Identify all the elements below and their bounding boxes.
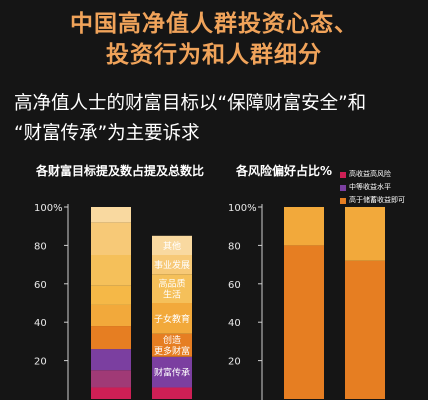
bar-segment <box>91 285 131 305</box>
legend-item: 高于储蓄收益即可 <box>340 194 405 207</box>
y-tick-label: 100% <box>228 203 257 214</box>
bar-segment-label: 事业发展 <box>154 259 190 271</box>
bar-segment <box>284 245 324 399</box>
y-tick-label: 60 <box>228 280 241 291</box>
legend-label: 高收益高风险 <box>349 170 391 178</box>
bar-segment <box>345 207 385 261</box>
bar-segment <box>91 304 131 327</box>
bar-segment <box>152 333 192 357</box>
bar-segment <box>91 387 131 399</box>
y-tick-label: 80 <box>228 241 241 252</box>
legend-swatch <box>340 184 346 191</box>
bar-segment-label: 高品质 <box>158 278 185 290</box>
y-tick-label: 60 <box>34 280 47 291</box>
bar-segment <box>152 274 192 303</box>
y-tick-label: 80 <box>34 241 47 252</box>
y-tick-label: 20 <box>228 357 241 368</box>
legend-swatch <box>340 197 346 204</box>
bar-segment-label: 更多财富 <box>154 345 190 357</box>
legend-label: 高于储蓄收益即可 <box>349 196 405 204</box>
bar-segment <box>91 207 131 223</box>
bar-segment <box>152 255 192 275</box>
bar-segment <box>152 235 192 255</box>
legend-label: 中等收益水平 <box>349 183 391 191</box>
page-title-line1: 中国高净值人群投资心态、 <box>70 11 358 37</box>
page-title-line2: 投资行为和人群细分 <box>106 42 322 68</box>
right-chart-legend: 高收益高风险 中等收益水平 高于储蓄收益即可 <box>340 168 405 207</box>
bar-segment <box>91 370 131 388</box>
bar-segment <box>152 356 192 388</box>
subtitle-line1: 高净值人士的财富目标以“保障财富安全”和 <box>14 93 367 114</box>
y-tick-label: 20 <box>34 357 47 368</box>
right-chart-title: 各风险偏好占比% <box>236 164 333 178</box>
bar-segment <box>152 303 192 334</box>
legend-item: 中等收益水平 <box>340 181 405 194</box>
subtitle-line2: “财富传承”为主要诉求 <box>14 123 200 144</box>
legend-item: 高收益高风险 <box>340 168 405 181</box>
bar-segment <box>152 387 192 399</box>
bar-segment-label: 子女教育 <box>154 313 190 325</box>
bar-segment-label: 财富传承 <box>154 367 190 379</box>
bar-segment <box>345 260 385 399</box>
y-tick-label: 40 <box>228 318 241 329</box>
bar-segment <box>91 222 131 255</box>
bar-segment <box>91 349 131 371</box>
bar-segment <box>91 326 131 350</box>
bar-segment <box>284 207 324 246</box>
bar-segment-label: 其他 <box>163 240 181 252</box>
y-tick-label: 100% <box>34 203 63 214</box>
bar-segment <box>91 255 131 286</box>
left-chart-title: 各财富目标提及数占提及总数比 <box>36 164 205 178</box>
legend-swatch <box>340 171 346 178</box>
y-tick-label: 40 <box>34 318 47 329</box>
bar-segment-label: 生活 <box>163 289 181 301</box>
bar-segment-label: 创造 <box>163 334 181 346</box>
